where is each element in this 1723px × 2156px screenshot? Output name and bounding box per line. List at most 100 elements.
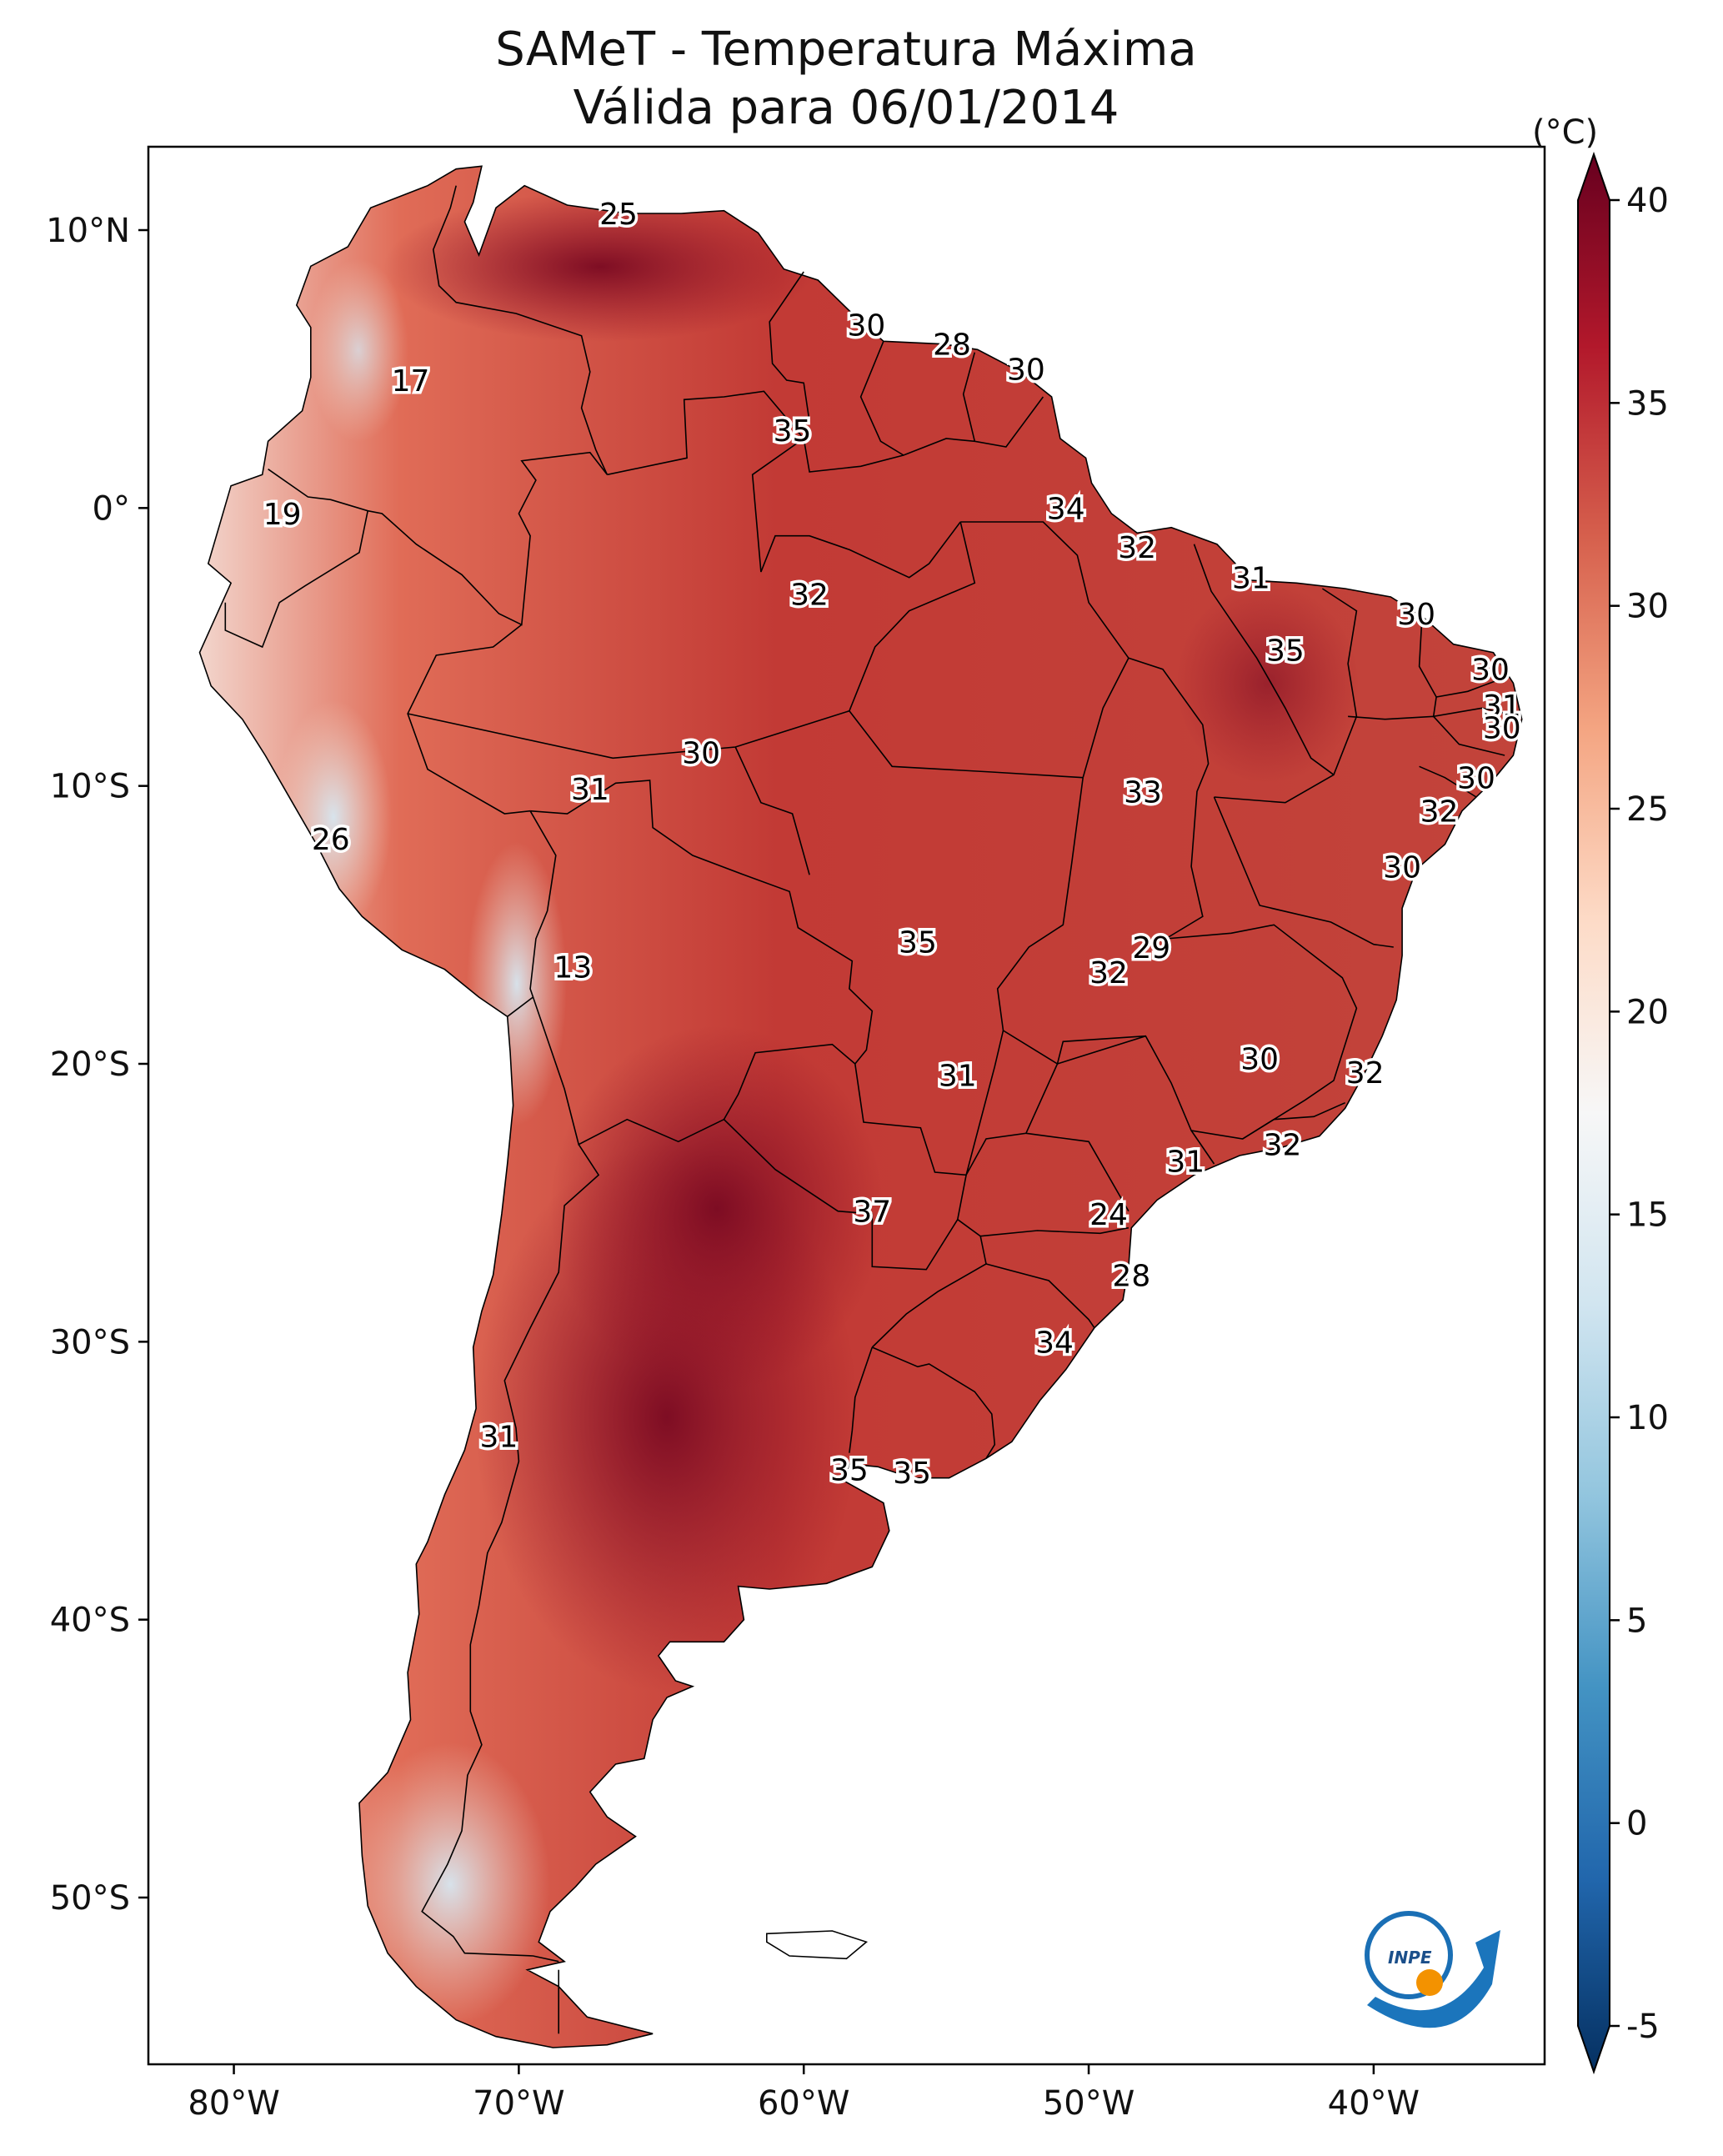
station-value-label: 30 [1397,598,1435,632]
station-value-label: 37 [853,1196,891,1230]
station-value-label: 30 [1007,353,1045,388]
country-borders [224,185,1520,2034]
latitude-axis: 10°N 0° 10°S 20°S 30°S 40°S 50°S [46,212,148,1918]
station-value-label: 31 [480,1421,518,1455]
station-value-label: 13 [553,950,592,985]
border-line [960,521,1129,778]
border-line [1057,924,1358,1140]
border-line [859,340,904,456]
station-value-label: 30 [1240,1042,1279,1076]
station-labels: 25 17 30 28 30 35 19 34 32 32 31 30 35 30 31 30 30 31 33 30… [260,195,1524,1494]
colorbar-tick-label: 10 [1626,1399,1669,1437]
x-tick-label: 80°W [188,2084,279,2123]
longitude-axis: 80°W 70°W 60°W 50°W 40°W [188,2064,1420,2123]
station-value-label: 31 [939,1059,977,1093]
border-line [996,777,1146,1065]
colorbar-tick-label: 0 [1626,1805,1647,1843]
logo-dot-icon [1416,1969,1443,1996]
station-value-label: 32 [1118,531,1156,565]
station-value-label: 35 [1266,634,1305,668]
border-line [224,510,368,649]
colorbar: (°C) 40 35 30 25 20 15 10 5 0 -5 [1532,113,1669,2075]
station-value-label: 26 [312,823,350,857]
x-tick-label: 50°W [1043,2084,1134,2123]
border-line [1128,657,1210,940]
border-line [871,1346,996,1459]
border-line [849,521,976,711]
colorbar-scale [1577,151,1610,2075]
station-value-label: 33 [1124,775,1162,810]
station-value-label: 25 [599,198,638,232]
border-line [965,1063,1059,1176]
station-value-label: 34 [1047,492,1085,526]
map-title-line1: SAMeT - Temperatura Máxima [495,23,1197,77]
border-line [1348,715,1505,756]
station-value-label: 19 [263,498,302,532]
station-value-label: 35 [830,1454,869,1488]
station-value-label: 29 [1132,931,1170,965]
station-value-label: 31 [571,773,609,807]
map-panel [147,145,1546,2066]
station-value-label: 17 [392,364,430,399]
station-value-label: 30 [848,308,886,343]
border-line [751,438,961,579]
station-value-label: 32 [1420,795,1459,830]
colorbar-unit: (°C) [1532,113,1598,152]
station-value-label: 34 [1035,1326,1074,1360]
coastline [198,165,1523,2048]
station-value-label: 31 [1166,1146,1205,1180]
colorbar-tick-label: 30 [1626,588,1669,626]
logo-ring-icon [1365,1911,1453,1999]
x-tick-label: 40°W [1328,2084,1420,2123]
map-title-line2: Válida para 06/01/2014 [573,81,1119,135]
station-value-label: 30 [1457,762,1495,796]
station-value-label: 30 [1483,712,1521,746]
station-value-label: 24 [1089,1198,1128,1232]
station-value-label: 32 [790,579,829,613]
border-line [1193,544,1335,775]
y-tick-label: 10°S [50,768,130,806]
border-line [965,1030,1004,1176]
inpe-logo: INPE [1365,1911,1500,2028]
colorbar-tick-label: -5 [1626,2008,1660,2046]
border-line [532,996,856,1146]
station-value-label: 31 [1232,562,1270,596]
border-line [268,451,609,626]
station-value-label: 28 [933,328,971,363]
station-value-label: 35 [774,414,812,449]
logo-text: INPE [1388,1948,1432,1968]
border-line [769,271,810,423]
border-line [1242,1101,1346,1140]
station-value-label: 28 [1112,1259,1150,1293]
colorbar-tick-label: 25 [1626,790,1669,829]
border-line [432,185,609,475]
station-value-label: 30 [682,737,720,771]
y-tick-label: 50°S [50,1879,130,1918]
border-line [734,746,810,875]
falkland-islands [766,1930,869,1960]
logo-arrow-icon [1367,1930,1500,2028]
colorbar-tick-label: 35 [1626,384,1669,423]
colorbar-tick-label: 5 [1626,1602,1647,1640]
x-tick-label: 60°W [758,2084,849,2123]
y-tick-label: 40°S [50,1602,130,1640]
station-value-label: 30 [1383,850,1421,885]
colorbar-ticks: 40 35 30 25 20 15 10 5 0 -5 [1610,182,1669,2046]
border-line [985,1263,1095,1329]
y-tick-label: 20°S [50,1045,130,1084]
colorbar-tick-label: 15 [1626,1196,1669,1235]
border-line [871,1219,987,1348]
station-value-label: 32 [1264,1129,1302,1163]
border-line [1419,765,1477,798]
station-value-label: 35 [899,925,937,960]
border-line [1190,1130,1215,1165]
station-value-label: 35 [893,1457,931,1491]
border-line [1025,1132,1129,1212]
map-frame [147,145,1546,2066]
border-line [723,1063,968,1271]
border-line [407,624,531,815]
border-line [980,1226,1129,1237]
station-value-label: 32 [1346,1056,1385,1091]
station-value-label: 30 [1471,654,1510,688]
